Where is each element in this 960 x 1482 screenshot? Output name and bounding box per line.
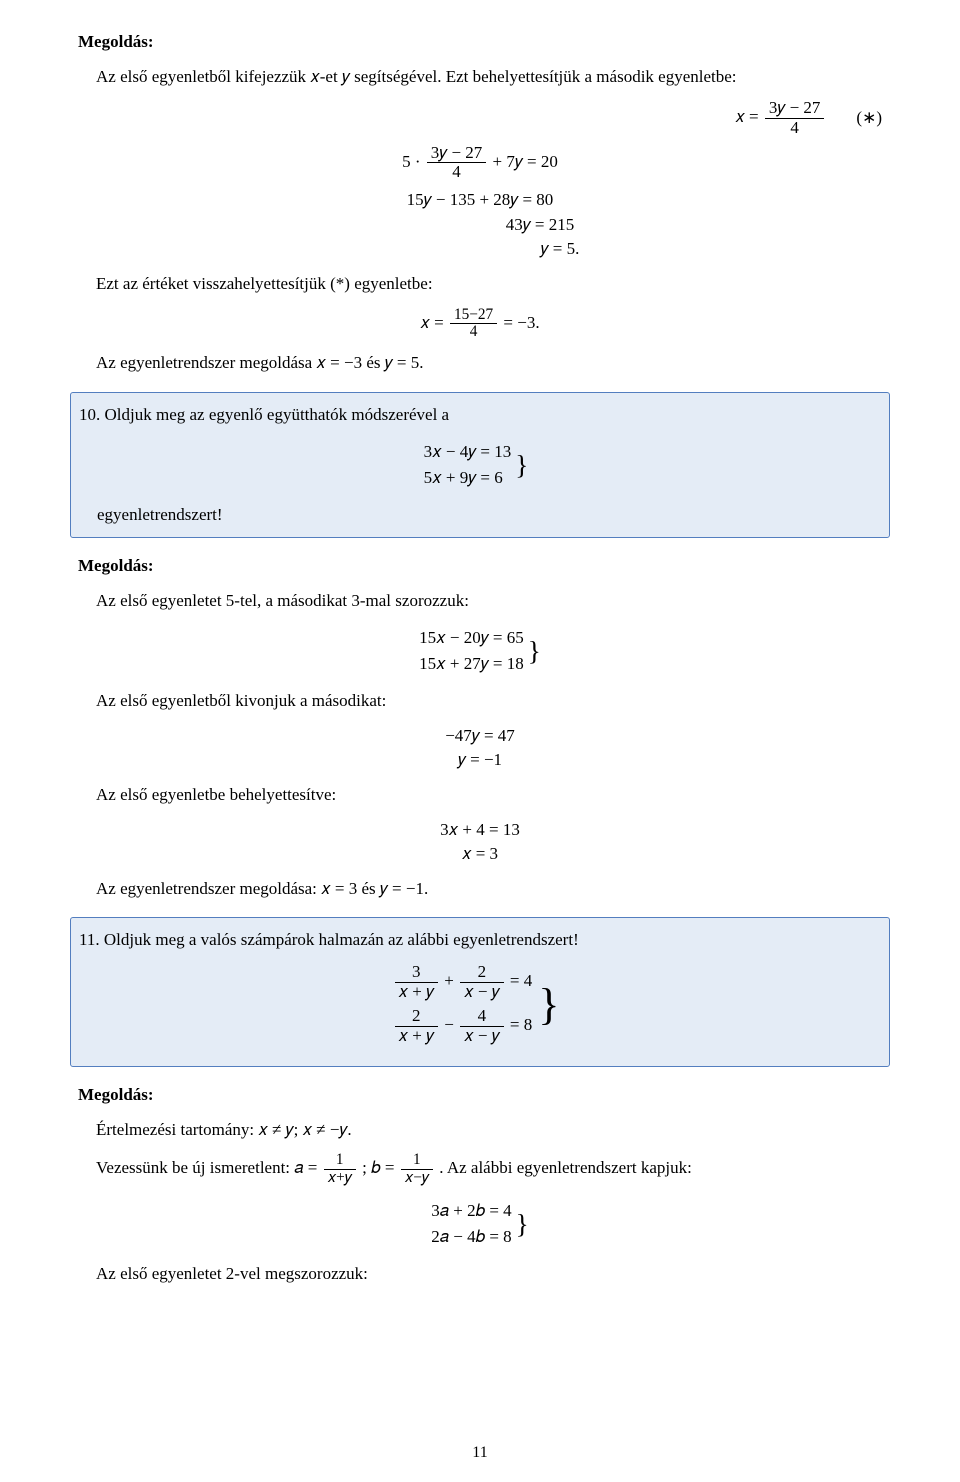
s3-line-1: Értelmezési tartomány: 𝑥 ≠ 𝑦; 𝑥 ≠ −𝑦. (96, 1118, 882, 1143)
intro-text-1: Az első egyenletből kifejezzük 𝑥-et 𝑦 se… (96, 65, 882, 90)
problem-11-box: 11. Oldjuk meg a valós számpárok halmazá… (70, 917, 890, 1066)
equation-6: 𝑥 = 15−274 = −3. (78, 307, 882, 342)
solution-heading-1: Megoldás: (78, 30, 882, 55)
s2-eqgroup-1: 15𝑥 − 20𝑦 = 65 15𝑥 + 27𝑦 = 18 } (419, 624, 541, 679)
equation-2: 5 · 3𝑦 − 274 + 7𝑦 = 20 (78, 144, 882, 182)
solution-heading-3: Megoldás: (78, 1083, 882, 1108)
equation-4: 43𝑦 = 215 (78, 213, 882, 238)
s2-eq4: 𝑦 = −1 (78, 748, 882, 773)
equation-5: 𝑦 = 5. (78, 237, 882, 262)
problem-10-box: 10. Oldjuk meg az egyenlő együtthatók mó… (70, 392, 890, 539)
star-label: (∗) (826, 106, 882, 131)
s3-line-3: Az első egyenletet 2-vel megszorozzuk: (96, 1262, 882, 1287)
solution-line-1: Az egyenletrendszer megoldása 𝑥 = −3 és … (96, 351, 882, 376)
problem-10-equations: 3𝑥 − 4𝑦 = 13 5𝑥 + 9𝑦 = 6 } (424, 438, 529, 493)
s2-eq5: 3𝑥 + 4 = 13 (78, 818, 882, 843)
s2-eq3: −47𝑦 = 47 (78, 724, 882, 749)
s2-eq6: 𝑥 = 3 (78, 842, 882, 867)
s2-line-3: Az első egyenletbe behelyettesítve: (96, 783, 882, 808)
s2-line-4: Az egyenletrendszer megoldása: 𝑥 = 3 és … (96, 877, 882, 902)
s3-eqgroup: 3𝑎 + 2𝑏 = 4 2𝑎 − 4𝑏 = 8 } (431, 1197, 528, 1252)
sub-line: Ezt az értéket visszahelyettesítjük (*) … (96, 272, 882, 297)
solution-heading-2: Megoldás: (78, 554, 882, 579)
problem-10-text-b: egyenletrendszert! (97, 503, 873, 528)
page-number: 11 (0, 1441, 960, 1464)
s2-line-2: Az első egyenletből kivonjuk a másodikat… (96, 689, 882, 714)
page: Megoldás: Az első egyenletből kifejezzük… (0, 0, 960, 1482)
problem-10-text-a: 10. Oldjuk meg az egyenlő együtthatók mó… (79, 403, 873, 428)
problem-11-text: 11. Oldjuk meg a valós számpárok halmazá… (79, 928, 873, 953)
s2-line-1: Az első egyenletet 5-tel, a másodikat 3-… (96, 589, 882, 614)
equation-3: 15𝑦 − 135 + 28𝑦 = 80 (78, 188, 882, 213)
equation-1: 𝑥 = 3𝑦 − 274 (∗) (78, 99, 882, 137)
problem-11-equations: 3𝑥 + 𝑦 + 2𝑥 − 𝑦 = 4 2𝑥 + 𝑦 − 4𝑥 − 𝑦 = 8 … (393, 961, 560, 1048)
s3-line-2: Vezessünk be új ismeretlent: 𝑎 = 1𝑥+𝑦 ; … (96, 1152, 882, 1187)
